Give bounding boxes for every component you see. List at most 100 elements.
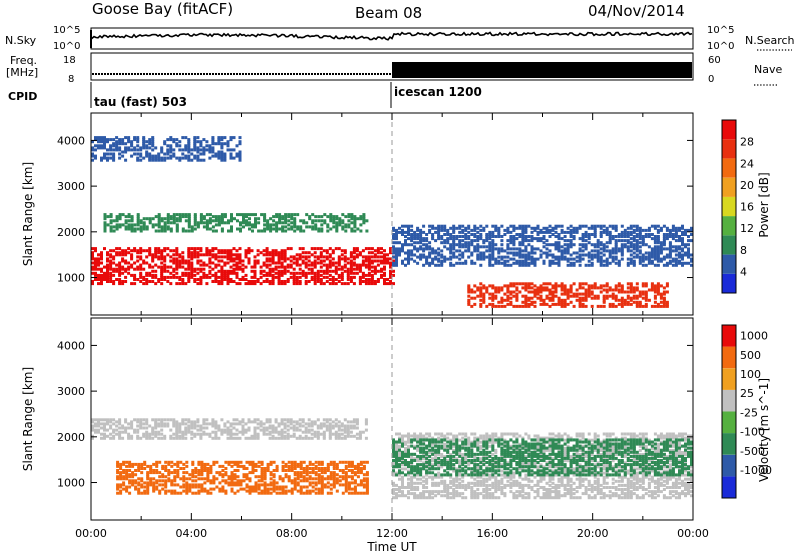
power-cell bbox=[271, 278, 275, 281]
power-cell bbox=[154, 223, 158, 227]
power-cell bbox=[524, 298, 528, 302]
power-cell bbox=[569, 243, 573, 247]
power-cell bbox=[545, 288, 549, 292]
power-cell bbox=[620, 300, 624, 304]
power-cell bbox=[617, 302, 621, 306]
power-cell bbox=[614, 251, 618, 255]
velocity-cell bbox=[91, 418, 94, 422]
power-cell bbox=[638, 226, 642, 230]
power-cell bbox=[545, 251, 549, 255]
velocity-cell bbox=[458, 486, 462, 489]
velocity-cell bbox=[398, 486, 401, 489]
power-cell bbox=[599, 251, 603, 255]
power-cell bbox=[389, 269, 392, 273]
power-cell bbox=[434, 255, 438, 259]
velocity-cell bbox=[136, 428, 140, 432]
power-cell bbox=[247, 249, 251, 253]
power-cell bbox=[139, 152, 143, 156]
power-cell bbox=[118, 269, 122, 273]
power-cell bbox=[632, 237, 636, 241]
power-cell bbox=[301, 261, 305, 265]
power-cell bbox=[280, 282, 284, 286]
velocity-cell bbox=[365, 471, 369, 475]
power-cell bbox=[401, 247, 404, 251]
velocity-cell bbox=[142, 418, 146, 422]
velocity-cell bbox=[122, 475, 126, 479]
power-cell bbox=[395, 230, 398, 234]
velocity-cell bbox=[286, 420, 290, 424]
power-cell bbox=[148, 251, 152, 255]
power-cell bbox=[551, 233, 555, 236]
power-cell bbox=[506, 230, 510, 234]
power-cell bbox=[428, 261, 432, 265]
power-cell bbox=[581, 292, 585, 296]
velocity-cell bbox=[175, 434, 179, 438]
power-cell bbox=[229, 265, 233, 269]
power-cell bbox=[407, 249, 410, 253]
power-cell bbox=[687, 239, 690, 243]
velocity-cell bbox=[443, 434, 447, 438]
velocity-cell bbox=[166, 424, 170, 428]
power-cell bbox=[217, 259, 221, 263]
velocity-cell bbox=[214, 424, 218, 428]
power-cell bbox=[304, 275, 308, 279]
velocity-cell bbox=[355, 422, 359, 426]
power-cell bbox=[337, 263, 341, 267]
power-cell bbox=[331, 282, 335, 286]
power-cell bbox=[464, 259, 468, 263]
velocity-cell bbox=[422, 494, 426, 498]
velocity-cell bbox=[217, 428, 221, 432]
power-cell bbox=[277, 271, 281, 275]
power-cell bbox=[316, 280, 320, 283]
velocity-cell bbox=[355, 420, 359, 424]
power-cell bbox=[187, 271, 191, 275]
velocity-cell bbox=[142, 434, 146, 438]
velocity-cell bbox=[311, 471, 315, 475]
velocity-cell bbox=[293, 460, 297, 464]
power-cell bbox=[205, 225, 209, 229]
velocity-cell bbox=[119, 464, 123, 468]
power-cell bbox=[178, 278, 182, 281]
power-cell bbox=[569, 263, 573, 267]
velocity-cell bbox=[268, 432, 272, 436]
power-cell bbox=[202, 138, 206, 142]
power-cell bbox=[169, 136, 173, 140]
power-cell bbox=[181, 257, 185, 261]
power-cell bbox=[286, 257, 290, 261]
velocity-cell bbox=[340, 424, 344, 428]
power-cell bbox=[470, 243, 474, 247]
power-cell bbox=[635, 226, 639, 230]
velocity-cell bbox=[103, 424, 106, 428]
velocity-cell bbox=[262, 432, 266, 436]
power-cell bbox=[650, 286, 654, 290]
power-cell bbox=[656, 290, 660, 294]
power-cell bbox=[109, 265, 113, 269]
velocity-cell bbox=[97, 418, 100, 422]
power-cell bbox=[644, 298, 648, 302]
power-cell bbox=[94, 273, 97, 277]
power-cell bbox=[340, 257, 344, 261]
power-cell bbox=[602, 230, 606, 234]
power-cell bbox=[593, 282, 597, 286]
power-cell bbox=[629, 230, 633, 234]
power-cell bbox=[121, 259, 125, 263]
power-cell bbox=[193, 142, 197, 146]
power-cell bbox=[416, 241, 420, 245]
velocity-cell bbox=[164, 481, 168, 485]
velocity-cell bbox=[355, 426, 359, 430]
velocity-cell bbox=[190, 422, 194, 426]
power-cell bbox=[488, 296, 492, 300]
power-cell bbox=[223, 215, 227, 219]
power-cell bbox=[467, 284, 471, 288]
velocity-cell bbox=[344, 489, 348, 493]
power-cell bbox=[238, 158, 242, 162]
velocity-cell bbox=[253, 420, 257, 424]
power-cell bbox=[199, 140, 203, 144]
power-cell bbox=[500, 296, 504, 300]
power-cell bbox=[124, 259, 128, 263]
power-cell bbox=[175, 257, 179, 261]
velocity-cell bbox=[236, 483, 240, 487]
power-cell bbox=[596, 239, 600, 243]
velocity-cell bbox=[236, 469, 240, 472]
power-cell bbox=[563, 235, 567, 238]
